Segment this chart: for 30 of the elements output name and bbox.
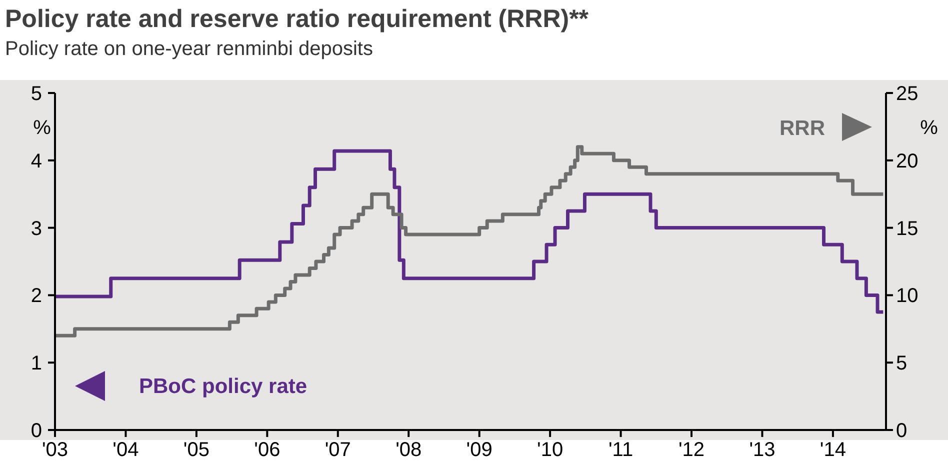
x-tick-label: '11 (608, 439, 634, 461)
legend-label: PBoC policy rate (139, 375, 308, 398)
y2-tick-label: 25 (896, 83, 918, 105)
x-tick-label: '03 (42, 439, 68, 461)
y-tick-label: 3 (30, 218, 42, 240)
x-tick-label: '12 (678, 439, 705, 461)
x-tick-label: '07 (324, 439, 351, 461)
y-tick-label: 5 (30, 83, 42, 105)
x-tick-label: '05 (183, 439, 210, 461)
y2-tick-label: 15 (896, 218, 918, 240)
chart-subtitle: Policy rate on one-year renminbi deposits (5, 38, 373, 60)
y2-tick-label: 10 (896, 285, 918, 308)
x-tick-label: '04 (112, 439, 139, 461)
y-tick-label: 4 (30, 150, 42, 172)
x-tick-label: '09 (466, 439, 492, 461)
x-tick-label: '10 (537, 439, 564, 461)
x-tick-label: '06 (254, 439, 280, 461)
x-tick-label: '08 (396, 439, 422, 461)
y-tick-label: 1 (30, 352, 42, 375)
chart-title: Policy rate and reserve ratio requirement (RRR)** (5, 5, 589, 33)
x-tick-label: '14 (820, 439, 846, 461)
y2-tick-label: 5 (896, 352, 908, 375)
y2-axis-title: % (920, 117, 938, 139)
series-label: RRR (780, 117, 825, 140)
y-axis-title: % (33, 117, 52, 139)
x-tick-label: '13 (749, 439, 776, 461)
y2-tick-label: 0 (896, 420, 908, 442)
y2-tick-label: 20 (896, 150, 918, 172)
y-tick-label: 0 (30, 420, 42, 442)
y-tick-label: 2 (30, 285, 42, 308)
